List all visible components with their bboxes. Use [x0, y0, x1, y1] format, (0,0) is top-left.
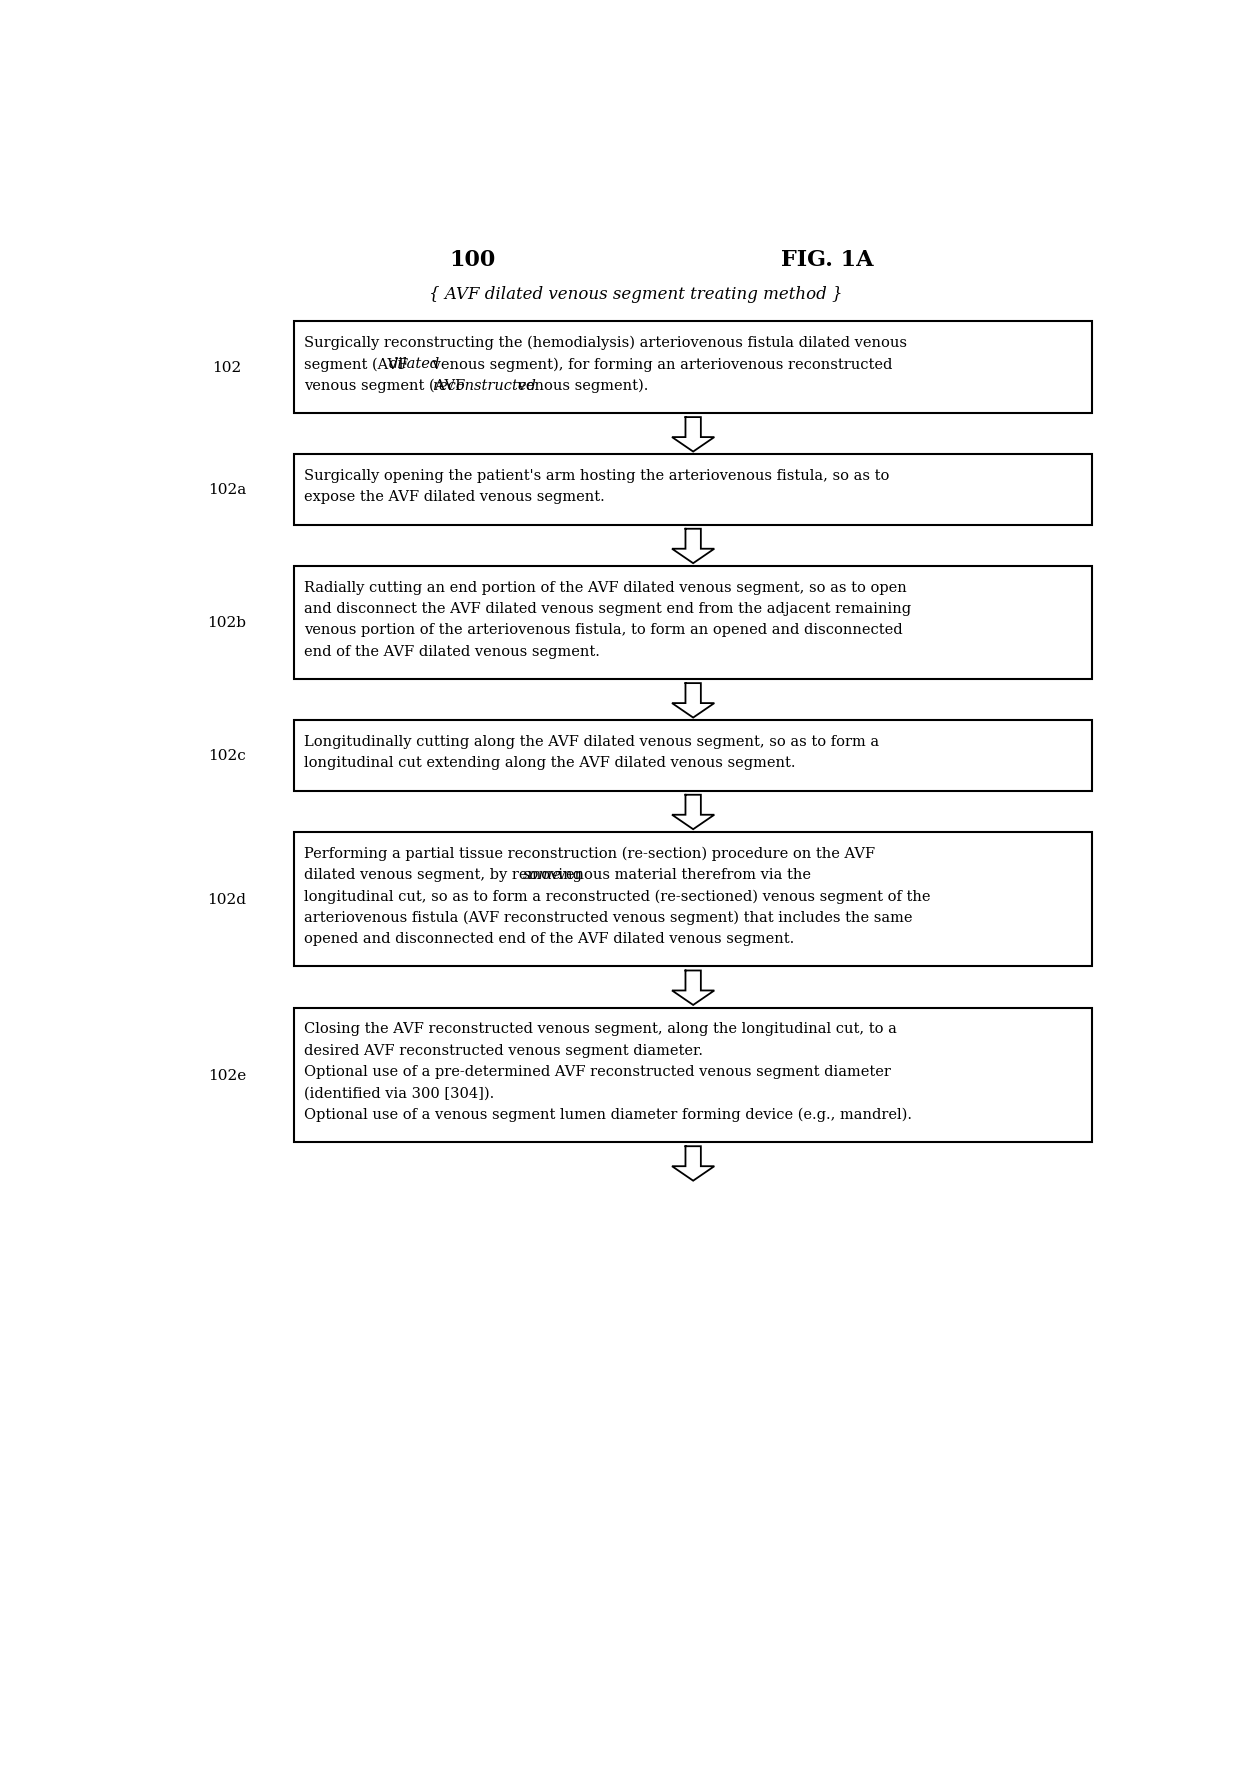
Text: arteriovenous fistula (AVF reconstructed venous segment) that includes the same: arteriovenous fistula (AVF reconstructed… [304, 911, 913, 925]
Text: segment (AVF: segment (AVF [304, 358, 413, 372]
Text: (identified via 300 [304]).: (identified via 300 [304]). [304, 1086, 495, 1100]
Bar [294, 322, 1092, 413]
Text: expose the AVF dilated venous segment.: expose the AVF dilated venous segment. [304, 490, 605, 504]
Text: venous segment), for forming an arteriovenous reconstructed: venous segment), for forming an arteriov… [428, 358, 893, 372]
Polygon shape [672, 1147, 714, 1181]
Text: 100: 100 [449, 249, 495, 272]
Text: reconstructed: reconstructed [433, 379, 537, 392]
Text: 102d: 102d [207, 893, 247, 907]
Text: longitudinal cut, so as to form a reconstructed (re-sectioned) venous segment of: longitudinal cut, so as to form a recons… [304, 889, 930, 903]
Text: Optional use of a venous segment lumen diameter forming device (e.g., mandrel).: Optional use of a venous segment lumen d… [304, 1107, 911, 1122]
Bar [294, 454, 1092, 526]
Text: 102b: 102b [207, 615, 247, 630]
Text: 102: 102 [212, 361, 242, 376]
Polygon shape [672, 796, 714, 830]
Bar [294, 832, 1092, 966]
Polygon shape [672, 683, 714, 717]
Text: Closing the AVF reconstructed venous segment, along the longitudinal cut, to a: Closing the AVF reconstructed venous seg… [304, 1022, 897, 1036]
Text: longitudinal cut extending along the AVF dilated venous segment.: longitudinal cut extending along the AVF… [304, 757, 795, 769]
Polygon shape [672, 530, 714, 564]
Text: 102e: 102e [208, 1068, 247, 1082]
Bar [294, 721, 1092, 791]
Text: Surgically reconstructing the (hemodialysis) arteriovenous fistula dilated venou: Surgically reconstructing the (hemodialy… [304, 336, 906, 351]
Text: venous material therefrom via the: venous material therefrom via the [553, 868, 811, 882]
Text: venous segment).: venous segment). [513, 379, 649, 394]
Text: FIG. 1A: FIG. 1A [781, 249, 874, 272]
Bar [294, 1009, 1092, 1143]
Polygon shape [672, 971, 714, 1005]
Text: desired AVF reconstructed venous segment diameter.: desired AVF reconstructed venous segment… [304, 1043, 703, 1057]
Text: venous portion of the arteriovenous fistula, to form an opened and disconnected: venous portion of the arteriovenous fist… [304, 623, 903, 637]
Text: and disconnect the AVF dilated venous segment end from the adjacent remaining: and disconnect the AVF dilated venous se… [304, 601, 911, 615]
Text: 102a: 102a [208, 483, 247, 497]
Text: end of the AVF dilated venous segment.: end of the AVF dilated venous segment. [304, 644, 600, 658]
Text: Surgically opening the patient's arm hosting the arteriovenous fistula, so as to: Surgically opening the patient's arm hos… [304, 469, 889, 483]
Text: dilated venous segment, by removing: dilated venous segment, by removing [304, 868, 587, 882]
Text: some: some [523, 868, 562, 882]
Bar [294, 567, 1092, 680]
Text: Performing a partial tissue reconstruction (re-section) procedure on the AVF: Performing a partial tissue reconstructi… [304, 846, 875, 861]
Text: 102c: 102c [208, 750, 246, 764]
Text: dilated: dilated [388, 358, 440, 372]
Text: opened and disconnected end of the AVF dilated venous segment.: opened and disconnected end of the AVF d… [304, 932, 794, 946]
Text: { AVF dilated venous segment treating method }: { AVF dilated venous segment treating me… [429, 286, 842, 304]
Text: Longitudinally cutting along the AVF dilated venous segment, so as to form a: Longitudinally cutting along the AVF dil… [304, 735, 879, 748]
Polygon shape [672, 419, 714, 453]
Text: Radially cutting an end portion of the AVF dilated venous segment, so as to open: Radially cutting an end portion of the A… [304, 580, 906, 594]
Text: venous segment (AVF: venous segment (AVF [304, 379, 470, 394]
Text: Optional use of a pre-determined AVF reconstructed venous segment diameter: Optional use of a pre-determined AVF rec… [304, 1064, 890, 1079]
